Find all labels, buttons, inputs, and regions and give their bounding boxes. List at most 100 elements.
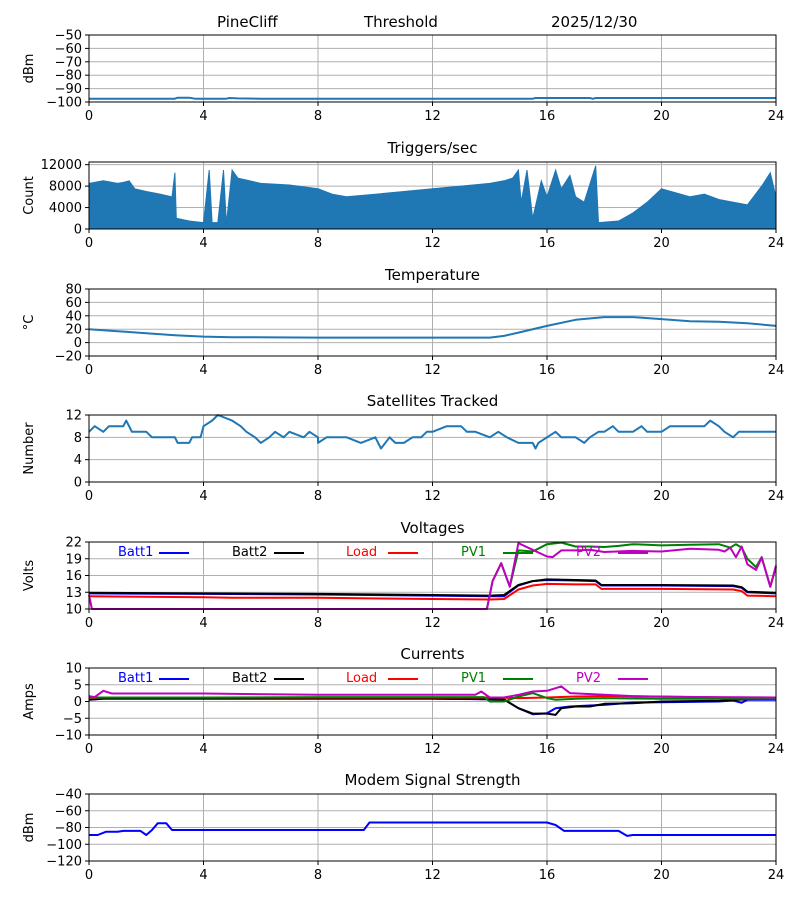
signal-ytick-label: −90 bbox=[55, 82, 82, 97]
temperature-xtick-label: 0 bbox=[85, 363, 93, 378]
currents-line-PV1 bbox=[89, 692, 776, 703]
triggers-ytick-label: 4000 bbox=[49, 201, 82, 216]
header-mode: Threshold bbox=[363, 13, 438, 31]
temperature-xtick-label: 24 bbox=[768, 363, 785, 378]
signal-xtick-label: 20 bbox=[653, 109, 670, 124]
satellites-ytick-label: 4 bbox=[74, 453, 82, 468]
signal-ylabel: dBm bbox=[22, 54, 37, 84]
currents-ytick-label: 10 bbox=[65, 662, 82, 677]
triggers-area-triggers bbox=[88, 165, 777, 230]
currents-xtick-label: 8 bbox=[314, 742, 322, 757]
temperature-line-temperature bbox=[88, 316, 777, 339]
temperature-xtick-label: 8 bbox=[314, 363, 322, 378]
currents-legend-label: Batt2 bbox=[232, 671, 267, 686]
signal-xtick-label: 12 bbox=[424, 109, 441, 124]
voltages-ytick-label: 10 bbox=[65, 603, 82, 618]
triggers-ytick-label: 0 bbox=[74, 223, 82, 238]
satellites-ytick-label: 8 bbox=[74, 431, 82, 446]
temperature-series bbox=[88, 316, 777, 339]
modem-panel: 0 4 8 12 16 20 24 −120 −100 −80 −60−40 dBm Modem Sig… bbox=[22, 771, 784, 883]
voltages-legend-label: Batt1 bbox=[118, 545, 153, 560]
modem-series bbox=[89, 821, 776, 837]
satellites-xtick-label: 8 bbox=[314, 489, 322, 504]
signal-xtick-label: 4 bbox=[199, 109, 207, 124]
currents-xtick-label: 24 bbox=[768, 742, 785, 757]
currents-ytick-label: −10 bbox=[55, 729, 82, 744]
temperature-ytick-label: 0 bbox=[74, 336, 82, 351]
triggers-xtick-label: 0 bbox=[85, 236, 93, 251]
modem-xtick-label: 4 bbox=[199, 868, 207, 883]
currents-legend-label: PV1 bbox=[461, 671, 486, 686]
signal-xtick-label: 16 bbox=[539, 109, 556, 124]
voltages-legend-label: PV2 bbox=[576, 545, 601, 560]
signal-xtick-label: 24 bbox=[768, 109, 785, 124]
currents-legend-label: Load bbox=[346, 671, 377, 686]
currents-ytick-label: 0 bbox=[74, 695, 82, 710]
modem-xtick-label: 12 bbox=[424, 868, 441, 883]
voltages-xtick-label: 12 bbox=[424, 616, 441, 631]
satellites-panel: 0 4 8 12 16 20 24 0 4 8 12 Number Satellites Tracked bbox=[22, 392, 784, 504]
modem-ytick-label: −80 bbox=[55, 821, 82, 836]
voltages-ylabel: Volts bbox=[22, 560, 37, 592]
currents-ytick-label: −5 bbox=[63, 712, 82, 727]
currents-xtick-label: 4 bbox=[199, 742, 207, 757]
modem-xtick-label: 8 bbox=[314, 868, 322, 883]
currents-xtick-label: 12 bbox=[424, 742, 441, 757]
signal-ytick-label: −60 bbox=[55, 42, 82, 57]
satellites-xtick-label: 4 bbox=[199, 489, 207, 504]
modem-ytick-label: −100 bbox=[46, 838, 82, 853]
voltages-legend: Batt1 Batt2 Load PV1 PV2 bbox=[118, 545, 648, 560]
modem-xtick-label: 0 bbox=[85, 868, 93, 883]
modem-ylabel: dBm bbox=[22, 813, 37, 843]
temperature-ytick-label: 40 bbox=[65, 309, 82, 324]
voltages-series bbox=[88, 541, 777, 610]
currents-legend: Batt1 Batt2 Load PV1 PV2 bbox=[118, 671, 648, 686]
voltages-title: Voltages bbox=[400, 519, 464, 537]
satellites-title: Satellites Tracked bbox=[367, 392, 498, 410]
satellites-ytick-label: 0 bbox=[74, 476, 82, 491]
signal-series bbox=[89, 96, 776, 100]
temperature-ytick-label: 20 bbox=[65, 323, 82, 338]
signal-ytick-label: −50 bbox=[55, 29, 82, 44]
modem-line-modem bbox=[89, 821, 776, 837]
modem-ytick-label: −120 bbox=[46, 855, 82, 870]
triggers-xtick-label: 16 bbox=[539, 236, 556, 251]
signal-line-signal bbox=[89, 96, 776, 100]
triggers-xtick-label: 24 bbox=[768, 236, 785, 251]
signal-xtick-label: 0 bbox=[85, 109, 93, 124]
triggers-ytick-label: 12000 bbox=[41, 158, 82, 173]
voltages-line-PV1 bbox=[485, 541, 777, 610]
modem-xtick-label: 24 bbox=[768, 868, 785, 883]
voltages-legend-label: PV1 bbox=[461, 545, 486, 560]
modem-ytick-label: −40 bbox=[55, 788, 82, 803]
currents-series bbox=[88, 685, 777, 716]
voltages-line-Batt2 bbox=[88, 578, 777, 597]
temperature-xtick-label: 16 bbox=[539, 363, 556, 378]
voltages-xtick-label: 20 bbox=[653, 616, 670, 631]
temperature-ylabel: °C bbox=[22, 315, 37, 331]
voltages-ytick-label: 19 bbox=[65, 552, 82, 567]
temperature-ytick-label: −20 bbox=[55, 350, 82, 365]
header-station: PineCliff bbox=[217, 13, 278, 31]
temperature-xtick-label: 4 bbox=[199, 363, 207, 378]
voltages-line-Load bbox=[88, 582, 777, 601]
header-date: 2025/12/30 bbox=[551, 13, 637, 31]
satellites-xtick-label: 0 bbox=[85, 489, 93, 504]
voltages-ytick-label: 16 bbox=[65, 569, 82, 584]
voltages-legend-label: Load bbox=[346, 545, 377, 560]
voltages-xtick-label: 0 bbox=[85, 616, 93, 631]
temperature-title: Temperature bbox=[384, 266, 480, 284]
satellites-ytick-label: 12 bbox=[65, 409, 82, 424]
voltages-line-PV2 bbox=[88, 542, 777, 610]
voltages-xtick-label: 24 bbox=[768, 616, 785, 631]
triggers-xtick-label: 8 bbox=[314, 236, 322, 251]
modem-title: Modem Signal Strength bbox=[345, 771, 521, 789]
modem-xtick-label: 20 bbox=[653, 868, 670, 883]
currents-legend-label: Batt1 bbox=[118, 671, 153, 686]
modem-xtick-label: 16 bbox=[539, 868, 556, 883]
currents-ylabel: Amps bbox=[22, 683, 37, 720]
triggers-ylabel: Count bbox=[22, 176, 37, 215]
